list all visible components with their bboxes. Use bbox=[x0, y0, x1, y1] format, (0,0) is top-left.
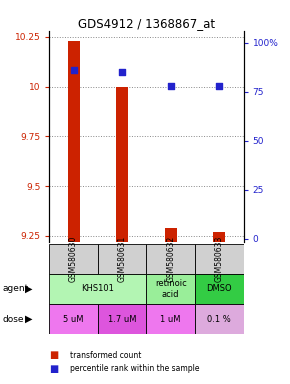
Bar bbox=[195, 274, 244, 304]
Bar bbox=[165, 228, 177, 242]
Text: ■: ■ bbox=[49, 350, 59, 360]
Bar bbox=[195, 304, 244, 334]
Text: ▶: ▶ bbox=[25, 284, 33, 294]
Bar bbox=[195, 244, 244, 274]
Text: GSM580631: GSM580631 bbox=[118, 236, 127, 282]
Text: retinoic
acid: retinoic acid bbox=[155, 279, 186, 299]
Point bbox=[71, 67, 76, 73]
Bar bbox=[49, 274, 146, 304]
Text: GSM580630: GSM580630 bbox=[69, 236, 78, 282]
Bar bbox=[49, 244, 98, 274]
Bar bbox=[116, 86, 128, 242]
Point bbox=[120, 69, 124, 75]
Text: KHS101: KHS101 bbox=[81, 285, 114, 293]
Text: dose: dose bbox=[3, 314, 24, 324]
Title: GDS4912 / 1368867_at: GDS4912 / 1368867_at bbox=[78, 17, 215, 30]
Bar bbox=[146, 244, 195, 274]
Text: GSM580632: GSM580632 bbox=[166, 236, 175, 282]
Point bbox=[217, 83, 222, 89]
Bar bbox=[213, 232, 225, 242]
Text: 5 uM: 5 uM bbox=[63, 314, 84, 324]
Text: percentile rank within the sample: percentile rank within the sample bbox=[70, 364, 199, 373]
Bar bbox=[49, 304, 98, 334]
Bar bbox=[98, 244, 146, 274]
Text: 0.1 %: 0.1 % bbox=[207, 314, 231, 324]
Text: DMSO: DMSO bbox=[206, 285, 232, 293]
Text: ▶: ▶ bbox=[25, 314, 33, 324]
Text: 1 uM: 1 uM bbox=[160, 314, 181, 324]
Bar bbox=[68, 41, 80, 242]
Bar bbox=[146, 274, 195, 304]
Text: GSM580633: GSM580633 bbox=[215, 236, 224, 282]
Point bbox=[168, 83, 173, 89]
Bar bbox=[146, 304, 195, 334]
Text: transformed count: transformed count bbox=[70, 351, 141, 360]
Text: 1.7 uM: 1.7 uM bbox=[108, 314, 136, 324]
Text: agent: agent bbox=[3, 285, 29, 293]
Text: ■: ■ bbox=[49, 364, 59, 374]
Bar bbox=[98, 304, 146, 334]
